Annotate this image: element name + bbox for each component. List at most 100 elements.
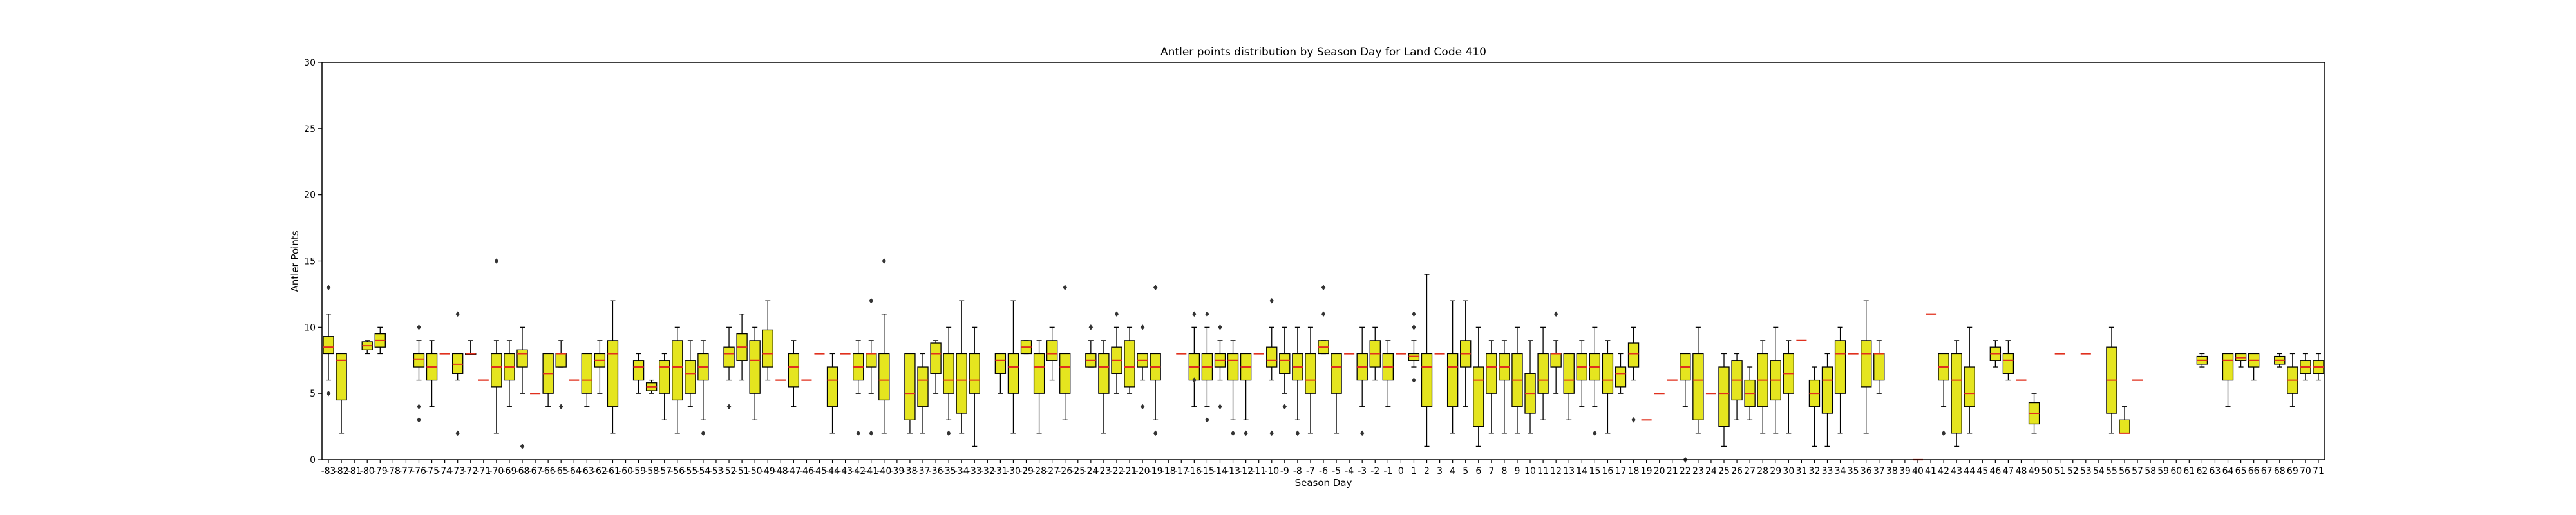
- outlier-point: [1941, 430, 1946, 436]
- box-day--19: [1150, 285, 1161, 436]
- x-tick-label: 57: [2132, 466, 2143, 476]
- chart-title: Antler points distribution by Season Day…: [1160, 46, 1486, 59]
- outlier-point: [1205, 417, 1209, 423]
- x-tick-label: 49: [2029, 466, 2040, 476]
- x-tick-label: -50: [748, 466, 762, 476]
- box-day-64: [2222, 353, 2234, 407]
- iqr-box: [1007, 353, 1019, 394]
- box-day--38: [904, 353, 916, 434]
- outlier-point: [1218, 324, 1222, 330]
- x-tick-label: -71: [476, 466, 491, 476]
- outlier-point: [1153, 430, 1158, 436]
- x-tick-label: -27: [1045, 466, 1059, 476]
- box-day--9: [1279, 326, 1291, 410]
- x-tick-label: -43: [838, 466, 853, 476]
- box-day--30: [1007, 300, 1019, 434]
- box-day--3: [1356, 326, 1368, 436]
- box-day--52: [723, 326, 735, 410]
- x-tick-label: -38: [902, 466, 917, 476]
- y-axis: 0 5 10 15 20 25 30: [304, 58, 322, 465]
- x-tick-label: -40: [876, 466, 891, 476]
- x-axis: -83-82-81-80-79-78-77-76-75-74-73-72-71-…: [321, 460, 2324, 476]
- box-day-47: [2002, 340, 2014, 381]
- box-day--26: [1059, 285, 1071, 420]
- box-day-43: [1951, 340, 1962, 447]
- box-day--33: [969, 326, 980, 447]
- box-day--63: [581, 353, 592, 407]
- x-tick-label: 44: [1964, 466, 1975, 476]
- x-tick-label: 6: [1475, 466, 1481, 476]
- box-day--10: [1266, 297, 1278, 436]
- x-tick-label: -51: [735, 466, 750, 476]
- iqr-box: [866, 353, 877, 368]
- x-tick-label: 45: [1976, 466, 1988, 476]
- box-day-18: [1627, 326, 1640, 423]
- x-tick-label: -73: [450, 466, 465, 476]
- x-tick-label: -30: [1006, 466, 1021, 476]
- box-day-4: [1446, 300, 1459, 434]
- box-day--16: [1188, 311, 1200, 407]
- x-tick-label: -60: [618, 466, 633, 476]
- box-day--2: [1369, 326, 1381, 381]
- x-tick-label: -36: [929, 466, 943, 476]
- box-day-46: [1989, 340, 2002, 368]
- x-tick-label: 70: [2300, 466, 2311, 476]
- box-day-5: [1460, 300, 1472, 407]
- x-tick-label: 37: [1873, 466, 1885, 476]
- x-tick-label: -59: [631, 466, 646, 476]
- outlier-point: [1295, 430, 1300, 436]
- x-tick-label: 39: [1899, 466, 1911, 476]
- box-day-69: [2287, 353, 2298, 407]
- x-tick-label: -15: [1200, 466, 1215, 476]
- iqr-box: [1421, 353, 1433, 407]
- box-day--29: [1020, 340, 1032, 355]
- x-tick-label: -10: [1264, 466, 1279, 476]
- x-tick-label: -34: [954, 466, 969, 476]
- box-day--62: [594, 340, 606, 394]
- box-day--5: [1331, 353, 1342, 434]
- x-tick-label: 50: [2041, 466, 2053, 476]
- x-tick-label: 71: [2313, 466, 2324, 476]
- outlier-point: [1231, 430, 1235, 436]
- x-tick-label: -75: [424, 466, 439, 476]
- x-tick-label: -65: [554, 466, 569, 476]
- x-tick-label: 29: [1770, 466, 1781, 476]
- iqr-box: [1279, 353, 1291, 374]
- y-tick-label: 30: [304, 58, 316, 68]
- box-day--49: [762, 300, 773, 381]
- box-day-44: [1964, 326, 1975, 434]
- x-tick-label: -68: [515, 466, 530, 476]
- box-day--82: [336, 353, 347, 434]
- x-tick-label: 55: [2106, 466, 2117, 476]
- outlier-point: [1593, 430, 1597, 436]
- outlier-point: [1063, 285, 1068, 291]
- iqr-box: [1627, 342, 1640, 368]
- iqr-box: [1615, 366, 1627, 388]
- iqr-box: [723, 346, 735, 368]
- outlier-point: [1114, 311, 1119, 317]
- x-tick-label: -29: [1019, 466, 1034, 476]
- iqr-box: [516, 349, 528, 368]
- iqr-box: [413, 353, 425, 368]
- outlier-point: [1153, 285, 1158, 291]
- x-tick-label: 40: [1912, 466, 1924, 476]
- x-tick-label: -56: [670, 466, 685, 476]
- iqr-box: [581, 353, 592, 394]
- x-tick-label: 32: [1809, 466, 1821, 476]
- x-tick-label: -83: [321, 466, 336, 476]
- iqr-box: [1873, 353, 1885, 381]
- x-tick-label: -79: [373, 466, 388, 476]
- x-tick-label: 13: [1563, 466, 1575, 476]
- iqr-box: [1331, 353, 1342, 394]
- x-tick-label: 54: [2093, 466, 2105, 476]
- x-tick-label: 47: [2003, 466, 2014, 476]
- iqr-box: [607, 340, 619, 407]
- x-tick-label: 53: [2080, 466, 2092, 476]
- box-day-9: [1511, 326, 1523, 434]
- box-day-29: [1770, 326, 1781, 434]
- x-tick-label: -61: [605, 466, 620, 476]
- x-tick-label: 9: [1515, 466, 1520, 476]
- box-day-32: [1808, 366, 1821, 447]
- box-day-1: [1408, 311, 1420, 384]
- box-day--28: [1033, 340, 1045, 434]
